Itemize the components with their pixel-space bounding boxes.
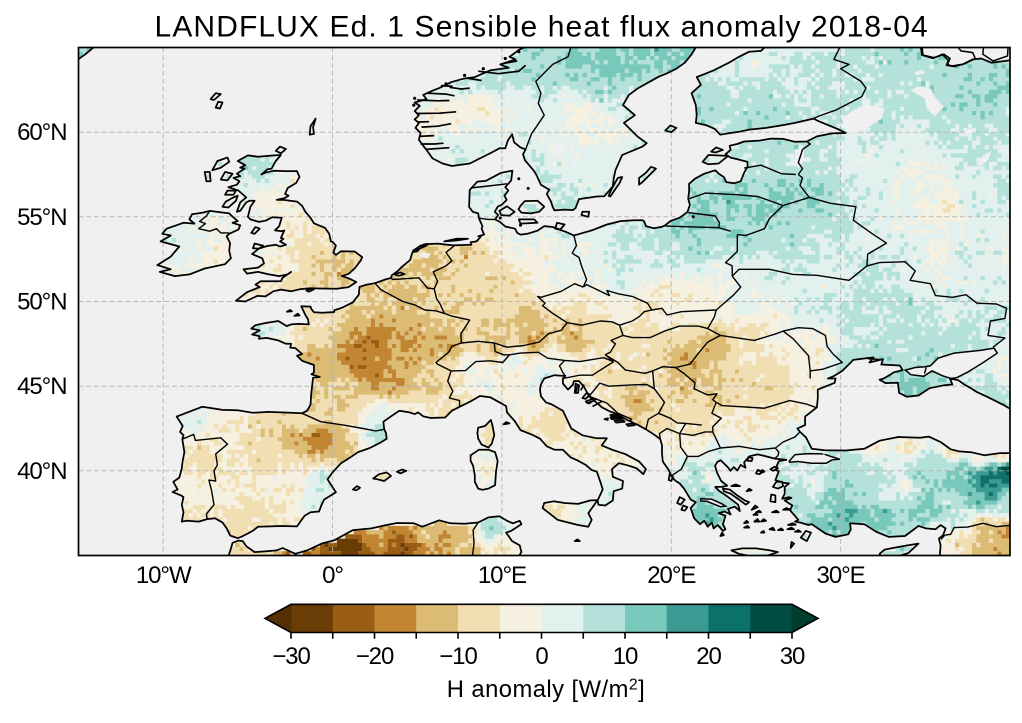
svg-text:LANDFLUX Ed. 1 Sensible heat f: LANDFLUX Ed. 1 Sensible heat flux anomal…: [155, 11, 929, 44]
svg-text:10°E: 10°E: [478, 562, 526, 589]
svg-text:0: 0: [535, 643, 548, 670]
svg-text:−30: −30: [272, 643, 310, 670]
svg-text:−20: −20: [356, 643, 394, 670]
svg-text:−10: −10: [439, 643, 477, 670]
svg-text:50°N: 50°N: [17, 289, 66, 316]
svg-text:10°W: 10°W: [136, 562, 192, 589]
svg-text:55°N: 55°N: [17, 204, 66, 231]
svg-text:45°N: 45°N: [17, 373, 66, 400]
svg-text:10: 10: [613, 643, 638, 670]
svg-text:30: 30: [780, 643, 805, 670]
svg-text:20°E: 20°E: [647, 562, 695, 589]
svg-text:20: 20: [696, 643, 721, 670]
svg-text:30°E: 30°E: [817, 562, 865, 589]
svg-text:60°N: 60°N: [17, 119, 66, 146]
svg-text:H anomaly [W/m2]: H anomaly [W/m2]: [447, 676, 645, 703]
svg-text:40°N: 40°N: [17, 458, 66, 485]
svg-text:0°: 0°: [322, 562, 343, 589]
